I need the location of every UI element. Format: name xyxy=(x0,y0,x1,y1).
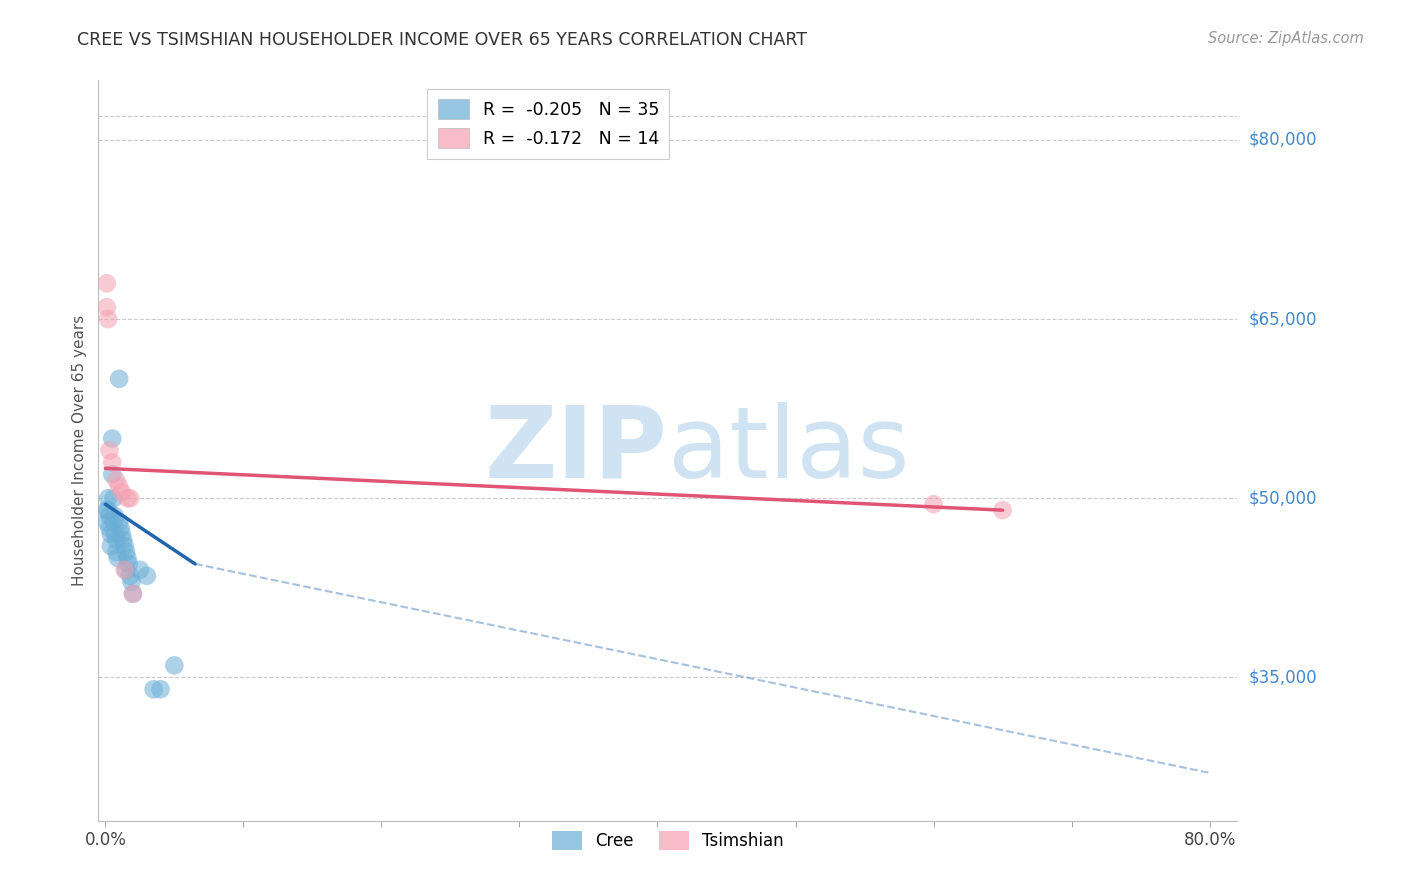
Point xyxy=(98,509,121,524)
Legend: Cree, Tsimshian: Cree, Tsimshian xyxy=(546,824,790,856)
Point xyxy=(97,491,120,506)
Text: ZIP: ZIP xyxy=(485,402,668,499)
Point xyxy=(108,515,131,529)
Point xyxy=(98,521,121,535)
Point xyxy=(135,569,157,583)
Point xyxy=(117,550,139,565)
Point xyxy=(105,545,128,559)
Point xyxy=(922,497,945,511)
Point xyxy=(105,533,128,547)
Text: $80,000: $80,000 xyxy=(1249,131,1317,149)
Point xyxy=(149,682,172,697)
Point xyxy=(104,509,127,524)
Text: $65,000: $65,000 xyxy=(1249,310,1317,328)
Point xyxy=(107,550,129,565)
Text: $35,000: $35,000 xyxy=(1249,668,1317,686)
Point xyxy=(112,533,135,547)
Point xyxy=(101,467,124,482)
Point xyxy=(121,574,143,589)
Point xyxy=(98,443,121,458)
Point xyxy=(114,563,136,577)
Point xyxy=(105,473,128,487)
Point xyxy=(115,545,138,559)
Point xyxy=(108,479,131,493)
Point xyxy=(108,372,131,386)
Point xyxy=(128,563,150,577)
Point xyxy=(122,587,145,601)
Text: CREE VS TSIMSHIAN HOUSEHOLDER INCOME OVER 65 YEARS CORRELATION CHART: CREE VS TSIMSHIAN HOUSEHOLDER INCOME OVE… xyxy=(77,31,807,49)
Point xyxy=(96,300,118,314)
Point xyxy=(115,563,138,577)
Point xyxy=(96,503,118,517)
Point xyxy=(101,432,124,446)
Point xyxy=(120,569,142,583)
Point xyxy=(991,503,1014,517)
Point xyxy=(111,527,134,541)
Point xyxy=(110,521,132,535)
Point xyxy=(101,455,124,469)
Y-axis label: Householder Income Over 65 years: Householder Income Over 65 years xyxy=(72,315,87,586)
Text: Source: ZipAtlas.com: Source: ZipAtlas.com xyxy=(1208,31,1364,46)
Point xyxy=(142,682,165,697)
Point xyxy=(103,491,125,506)
Point xyxy=(97,503,120,517)
Point xyxy=(104,527,127,541)
Point xyxy=(96,277,118,291)
Point xyxy=(96,515,118,529)
Text: $50,000: $50,000 xyxy=(1249,489,1317,508)
Point xyxy=(117,491,139,506)
Text: atlas: atlas xyxy=(668,402,910,499)
Point xyxy=(114,539,136,553)
Point xyxy=(122,587,145,601)
Point xyxy=(100,527,122,541)
Point xyxy=(97,312,120,326)
Point xyxy=(118,557,141,571)
Point xyxy=(111,485,134,500)
Point xyxy=(100,539,122,553)
Point xyxy=(120,491,142,506)
Point xyxy=(163,658,186,673)
Point xyxy=(103,515,125,529)
